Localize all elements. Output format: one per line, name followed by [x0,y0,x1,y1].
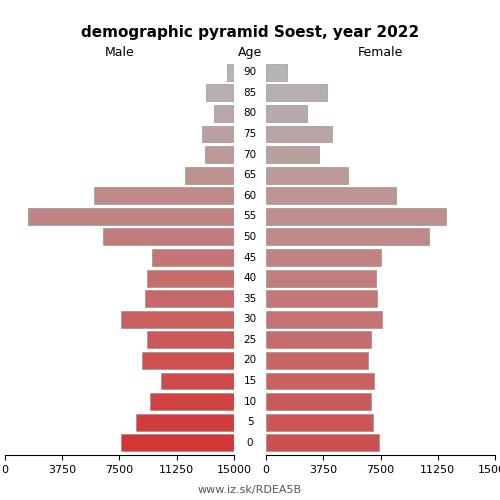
Bar [147,270,234,286]
Bar [266,167,348,184]
Bar [202,126,234,142]
Text: 5: 5 [246,417,254,427]
Text: 55: 55 [244,212,256,222]
Bar [266,414,373,430]
Bar [266,208,446,225]
Bar [121,311,234,328]
Bar [266,84,327,102]
Bar [266,434,379,451]
Bar [185,167,234,184]
Bar [266,311,382,328]
Bar [214,105,234,122]
Bar [227,64,234,81]
Text: 60: 60 [244,191,256,201]
Bar [150,393,234,410]
Text: 70: 70 [244,150,256,160]
Text: www.iz.sk/RDEA5B: www.iz.sk/RDEA5B [198,485,302,495]
Text: demographic pyramid Soest, year 2022: demographic pyramid Soest, year 2022 [81,25,419,40]
Bar [160,372,234,390]
Bar [266,188,396,204]
Bar [102,228,234,246]
Text: 85: 85 [244,88,256,98]
Text: 45: 45 [244,252,256,262]
Bar [266,228,430,246]
Text: 30: 30 [244,314,256,324]
Bar [28,208,234,225]
Bar [266,146,320,163]
Bar [266,290,378,307]
Text: 80: 80 [244,108,256,118]
Bar [266,332,372,348]
Text: 25: 25 [244,335,256,345]
Bar [205,146,234,163]
Text: 75: 75 [244,129,256,139]
Bar [147,332,234,348]
Text: 35: 35 [244,294,256,304]
Bar [146,290,234,307]
Text: 50: 50 [244,232,256,242]
Title: Age: Age [238,46,262,59]
Bar [266,352,368,369]
Text: 65: 65 [244,170,256,180]
Bar [266,105,307,122]
Bar [266,393,372,410]
Bar [206,84,234,102]
Bar [94,188,234,204]
Title: Female: Female [358,46,403,59]
Bar [152,249,234,266]
Text: 40: 40 [244,273,256,283]
Bar [136,414,234,430]
Bar [266,372,374,390]
Text: 20: 20 [244,356,256,366]
Bar [142,352,234,369]
Bar [121,434,234,451]
Bar [266,126,332,142]
Text: 0: 0 [247,438,254,448]
Text: 15: 15 [244,376,256,386]
Text: 90: 90 [244,68,256,78]
Title: Male: Male [104,46,134,59]
Text: 10: 10 [244,396,256,406]
Bar [266,270,376,286]
Bar [266,64,287,81]
Bar [266,249,380,266]
